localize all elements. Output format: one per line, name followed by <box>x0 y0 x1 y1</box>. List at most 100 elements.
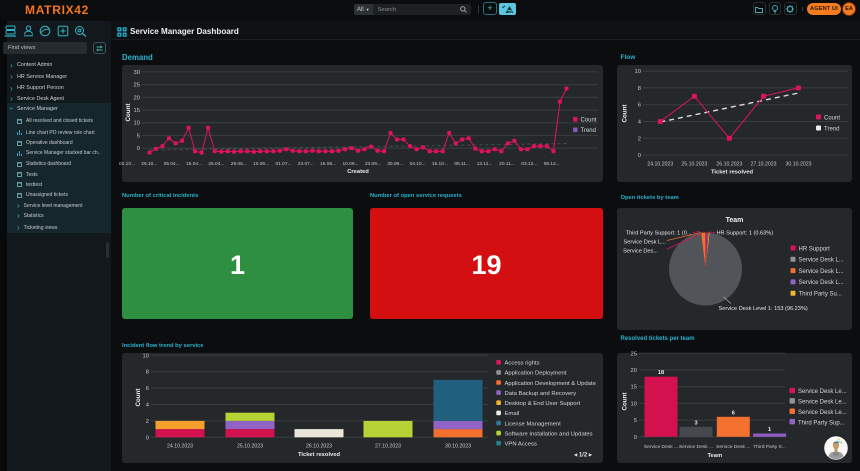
svg-text:5: 5 <box>634 418 637 424</box>
svg-text:10: 10 <box>143 353 149 359</box>
svg-text:20: 20 <box>134 95 140 101</box>
svg-text:23.07...: 23.07... <box>298 161 314 167</box>
svg-text:30.10.2023: 30.10.2023 <box>445 443 471 449</box>
svg-text:15.04...: 15.04... <box>186 161 202 167</box>
svg-text:Third Party Sup...: Third Party Sup... <box>798 420 845 426</box>
svg-text:05.04...: 05.04... <box>164 161 180 167</box>
svg-text:23.09...: 23.09... <box>365 161 381 167</box>
svg-text:01.07...: 01.07... <box>275 161 291 167</box>
svg-text:Service Desk L...: Service Desk L... <box>624 240 667 246</box>
svg-text:Count: Count <box>125 103 132 121</box>
svg-text:Trend: Trend <box>824 126 839 132</box>
svg-text:30.09...: 30.09... <box>387 161 403 167</box>
svg-text:27.10.2023: 27.10.2023 <box>751 161 777 167</box>
svg-text:Service Desk ...: Service Desk ... <box>644 444 678 450</box>
svg-text:0: 0 <box>137 146 140 152</box>
svg-text:Service Desk Le...: Service Desk Le... <box>798 409 847 415</box>
svg-text:4: 4 <box>146 402 150 408</box>
svg-text:Service Desk Level 1: 153 (96.: Service Desk Level 1: 153 (96.23%) <box>719 306 808 312</box>
svg-text:0: 0 <box>638 153 641 159</box>
svg-text:Third Party Support: 1 (0...: Third Party Support: 1 (0... <box>626 231 692 237</box>
svg-text:Count: Count <box>622 392 629 410</box>
svg-text:15: 15 <box>631 384 637 390</box>
svg-text:0: 0 <box>146 435 149 441</box>
svg-text:HR Support: 1 (0.63%): HR Support: 1 (0.63%) <box>717 231 774 237</box>
svg-text:1: 1 <box>768 427 771 433</box>
svg-text:Team: Team <box>726 217 744 224</box>
svg-text:4: 4 <box>638 119 642 125</box>
svg-text:Ticket resolved: Ticket resolved <box>711 169 754 175</box>
svg-text:10: 10 <box>134 120 140 126</box>
svg-text:◂ 1/2 ▸: ◂ 1/2 ▸ <box>573 452 593 458</box>
svg-text:Service Desk L...: Service Desk L... <box>799 269 845 275</box>
svg-text:25: 25 <box>631 351 637 357</box>
svg-text:3: 3 <box>694 420 697 426</box>
svg-text:04.10...: 04.10... <box>410 161 426 167</box>
svg-text:Software Installation and Upda: Software Installation and Updates <box>505 431 593 437</box>
svg-text:8: 8 <box>638 85 641 91</box>
svg-text:10.06...: 10.06... <box>253 161 269 167</box>
svg-text:5: 5 <box>137 133 140 139</box>
svg-text:Created: Created <box>347 169 369 175</box>
svg-text:HR Support: HR Support <box>799 246 831 252</box>
svg-text:6: 6 <box>638 102 641 108</box>
svg-text:29.05...: 29.05... <box>231 161 247 167</box>
svg-text:25: 25 <box>134 82 140 88</box>
svg-text:Count: Count <box>581 117 597 123</box>
svg-text:Trend: Trend <box>581 128 596 134</box>
svg-text:15.10...: 15.10... <box>432 161 448 167</box>
svg-text:Count: Count <box>824 115 840 121</box>
svg-text:Data Backup and Recovery: Data Backup and Recovery <box>505 390 577 396</box>
svg-text:Count: Count <box>622 104 629 122</box>
svg-text:Service Desk ...: Service Desk ... <box>679 444 713 450</box>
svg-text:24.10.2023: 24.10.2023 <box>167 443 193 449</box>
svg-text:02.10...: 02.10... <box>119 161 135 167</box>
svg-text:03.12...: 03.12... <box>521 161 537 167</box>
svg-text:6: 6 <box>732 410 735 416</box>
svg-text:Service Desk L...: Service Desk L... <box>799 258 845 264</box>
svg-text:Service Desk ...: Service Desk ... <box>716 444 750 450</box>
svg-text:27.10.2023: 27.10.2023 <box>375 443 401 449</box>
svg-text:30: 30 <box>134 69 140 75</box>
svg-text:26.10.2023: 26.10.2023 <box>716 161 742 167</box>
svg-text:20: 20 <box>631 368 637 374</box>
svg-text:09.11...: 09.11... <box>454 161 470 167</box>
svg-text:25.10.2023: 25.10.2023 <box>237 443 263 449</box>
svg-text:18: 18 <box>658 370 664 376</box>
svg-text:06.12...: 06.12... <box>544 161 560 167</box>
svg-text:8: 8 <box>146 369 149 375</box>
svg-text:Service Desk Le...: Service Desk Le... <box>798 399 847 405</box>
svg-text:24.10.2023: 24.10.2023 <box>647 161 673 167</box>
svg-text:6: 6 <box>146 386 149 392</box>
svg-text:10.09...: 10.09... <box>342 161 358 167</box>
svg-text:Application Deployment: Application Deployment <box>505 370 567 376</box>
svg-text:Third Party Su...: Third Party Su... <box>799 292 843 298</box>
svg-text:License Management: License Management <box>505 421 562 427</box>
svg-text:10: 10 <box>631 401 637 407</box>
svg-text:16.08...: 16.08... <box>320 161 336 167</box>
svg-text:Service Des...: Service Des... <box>623 249 658 255</box>
svg-text:25.10.2023: 25.10.2023 <box>681 161 707 167</box>
svg-text:Ticket resolved: Ticket resolved <box>298 452 341 458</box>
svg-text:20.11...: 20.11... <box>499 161 515 167</box>
svg-text:Service Desk Le...: Service Desk Le... <box>798 389 847 395</box>
svg-text:26.10...: 26.10... <box>141 161 157 167</box>
svg-text:Third Party S...: Third Party S... <box>753 444 786 450</box>
svg-text:26.10.2023: 26.10.2023 <box>306 443 332 449</box>
svg-text:30.10.2023: 30.10.2023 <box>786 161 812 167</box>
svg-text:Access rights: Access rights <box>505 360 540 366</box>
svg-text:Service Desk L...: Service Desk L... <box>799 280 845 286</box>
svg-text:0: 0 <box>634 434 637 440</box>
svg-text:Email: Email <box>505 411 520 417</box>
svg-text:2: 2 <box>146 418 149 424</box>
svg-text:13.11...: 13.11... <box>477 161 493 167</box>
svg-text:2: 2 <box>638 136 641 142</box>
svg-text:10: 10 <box>635 69 641 75</box>
svg-text:VPN Access: VPN Access <box>505 441 537 447</box>
svg-text:25.04...: 25.04... <box>208 161 224 167</box>
svg-text:Desktop & End User Support: Desktop & End User Support <box>505 401 581 407</box>
svg-text:Application Development & Upda: Application Development & Update <box>505 380 597 386</box>
svg-text:Count: Count <box>135 388 142 406</box>
svg-text:15: 15 <box>134 108 140 114</box>
svg-text:Team: Team <box>707 453 722 459</box>
